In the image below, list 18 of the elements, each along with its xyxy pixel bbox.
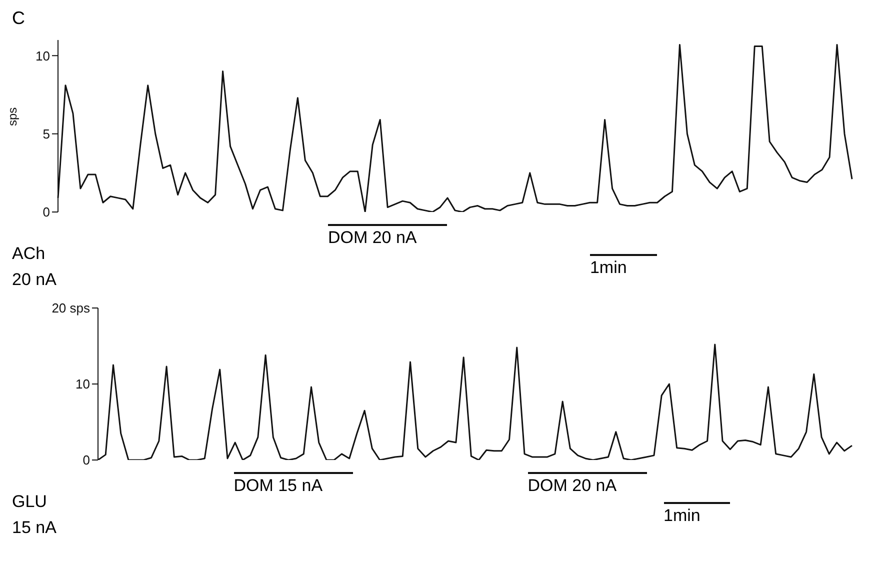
text: 20 nA (12, 270, 56, 290)
text: 15 nA (12, 518, 56, 538)
text: DOM 20 nA (328, 224, 447, 248)
y-tick-label: 0 (82, 452, 90, 468)
y-tick-label: 0 (42, 204, 50, 220)
text: DOM 15 nA (234, 472, 353, 496)
text: DOM 20 nA (528, 472, 647, 496)
y-tick-label: 20 sps (52, 300, 90, 316)
y-tick-label: 10 (76, 376, 90, 392)
y-axis-title: sps (5, 107, 20, 126)
line-series (57, 44, 853, 212)
y-tick-label: 10 (36, 48, 50, 64)
text: GLU (12, 492, 47, 512)
chart-title: C (11, 8, 26, 30)
text: ACh (12, 244, 46, 264)
text: 1min (590, 254, 657, 278)
y-tick-label: 5 (42, 126, 50, 142)
text: 1min (664, 502, 730, 526)
